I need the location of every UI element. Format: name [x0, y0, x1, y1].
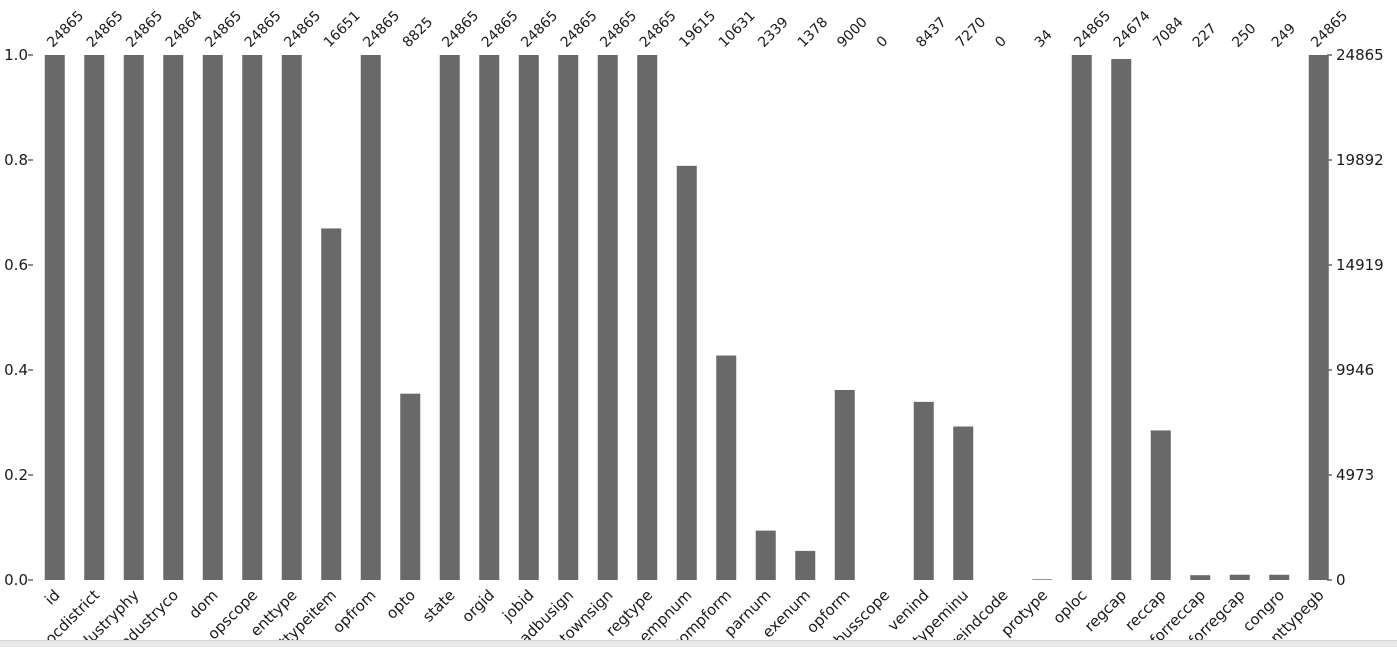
right-tick-label: 4973 [1336, 466, 1374, 484]
bar-venind [913, 401, 934, 580]
bar-id [44, 55, 65, 580]
count-label: 24865 [44, 8, 87, 51]
bar-industryco [163, 55, 184, 580]
left-tick-label: 0.0 [4, 571, 28, 589]
left-y-axis: 0.0 0.2 0.4 0.6 0.8 1.0 [4, 46, 33, 589]
bar-congro [1269, 574, 1290, 580]
bar-regcap [1111, 59, 1132, 580]
count-label: 7270 [953, 14, 990, 51]
bar-enttypeitem [321, 228, 342, 580]
right-tick-label: 19892 [1336, 151, 1384, 169]
count-label: 2339 [755, 14, 792, 51]
count-label: 16651 [321, 8, 364, 51]
bars [44, 55, 1329, 581]
count-label: 249 [1269, 21, 1299, 51]
category-label: state [419, 586, 459, 626]
bar-reccap [1150, 430, 1171, 580]
count-label: 7084 [1150, 14, 1187, 51]
bar-orgid [479, 55, 500, 580]
category-label: opfrom [329, 586, 380, 637]
bar-forregcap [1229, 574, 1250, 580]
right-y-axis: 0 4973 9946 14919 19892 24865 [1327, 46, 1384, 589]
count-labels: 2486524865248652486424865248652486516651… [44, 8, 1351, 51]
count-label: 0 [992, 33, 1010, 51]
count-label: 24865 [518, 8, 561, 51]
count-label: 24865 [202, 8, 245, 51]
bar-industryphy [123, 55, 144, 580]
bar-enttypeminu [953, 426, 974, 580]
count-label: 24865 [439, 8, 482, 51]
count-label: 24865 [597, 8, 640, 51]
count-label: 24865 [84, 8, 127, 51]
category-label: orgid [458, 586, 498, 626]
count-label: 24865 [242, 8, 285, 51]
left-tick-label: 1.0 [4, 46, 28, 64]
bar-regtype [637, 55, 658, 580]
bar-adbusign [558, 55, 579, 580]
count-label: 227 [1190, 21, 1220, 51]
count-label: 250 [1229, 21, 1259, 51]
bar-townsign [597, 55, 618, 580]
count-label: 19615 [676, 8, 719, 51]
category-label: id [41, 586, 63, 608]
bar-protype [1032, 579, 1053, 580]
right-tick-label: 24865 [1336, 46, 1384, 64]
count-label: 9000 [834, 14, 871, 51]
bar-exenum [795, 550, 816, 580]
count-label: 10631 [716, 8, 759, 51]
bar-forreccap [1190, 575, 1211, 580]
category-label: regcap [1081, 586, 1130, 635]
horizontal-scrollbar[interactable] [0, 640, 1397, 647]
count-label: 24865 [281, 8, 324, 51]
count-label: 24865 [637, 8, 680, 51]
bar-opscope [242, 55, 263, 580]
bar-parnum [755, 530, 776, 580]
bar-state [439, 55, 460, 580]
bar-oploc [1071, 55, 1092, 580]
left-tick-label: 0.2 [4, 466, 28, 484]
bar-opto [400, 393, 421, 580]
right-tick-label: 0 [1336, 571, 1346, 589]
count-label: 24865 [1308, 8, 1351, 51]
left-tick-label: 0.8 [4, 151, 28, 169]
left-tick-label: 0.6 [4, 256, 28, 274]
count-label: 24865 [360, 8, 403, 51]
count-label: 24865 [479, 8, 522, 51]
bar-jobid [518, 55, 539, 580]
count-label: 0 [874, 33, 892, 51]
count-label: 34 [1032, 27, 1056, 51]
count-label: 24865 [123, 8, 166, 51]
count-label: 8825 [400, 14, 437, 51]
count-label: 24674 [1111, 8, 1154, 51]
bar-empnum [676, 165, 697, 581]
count-label: 1378 [795, 14, 832, 51]
right-tick-label: 9946 [1336, 361, 1374, 379]
count-label: 24865 [558, 8, 601, 51]
count-label: 24864 [163, 8, 206, 51]
bar-compform [716, 355, 737, 580]
bar-dom [202, 55, 223, 580]
bar-opform [834, 389, 855, 580]
bar-opfrom [360, 55, 381, 580]
right-tick-label: 14919 [1336, 256, 1384, 274]
count-label: 8437 [913, 14, 950, 51]
left-tick-label: 0.4 [4, 361, 28, 379]
bar-enttype [281, 55, 302, 580]
bar-enttypegb [1308, 55, 1329, 580]
category-label: opto [382, 586, 419, 623]
count-label: 24865 [1071, 8, 1114, 51]
bar-ocdistrict [84, 55, 105, 580]
